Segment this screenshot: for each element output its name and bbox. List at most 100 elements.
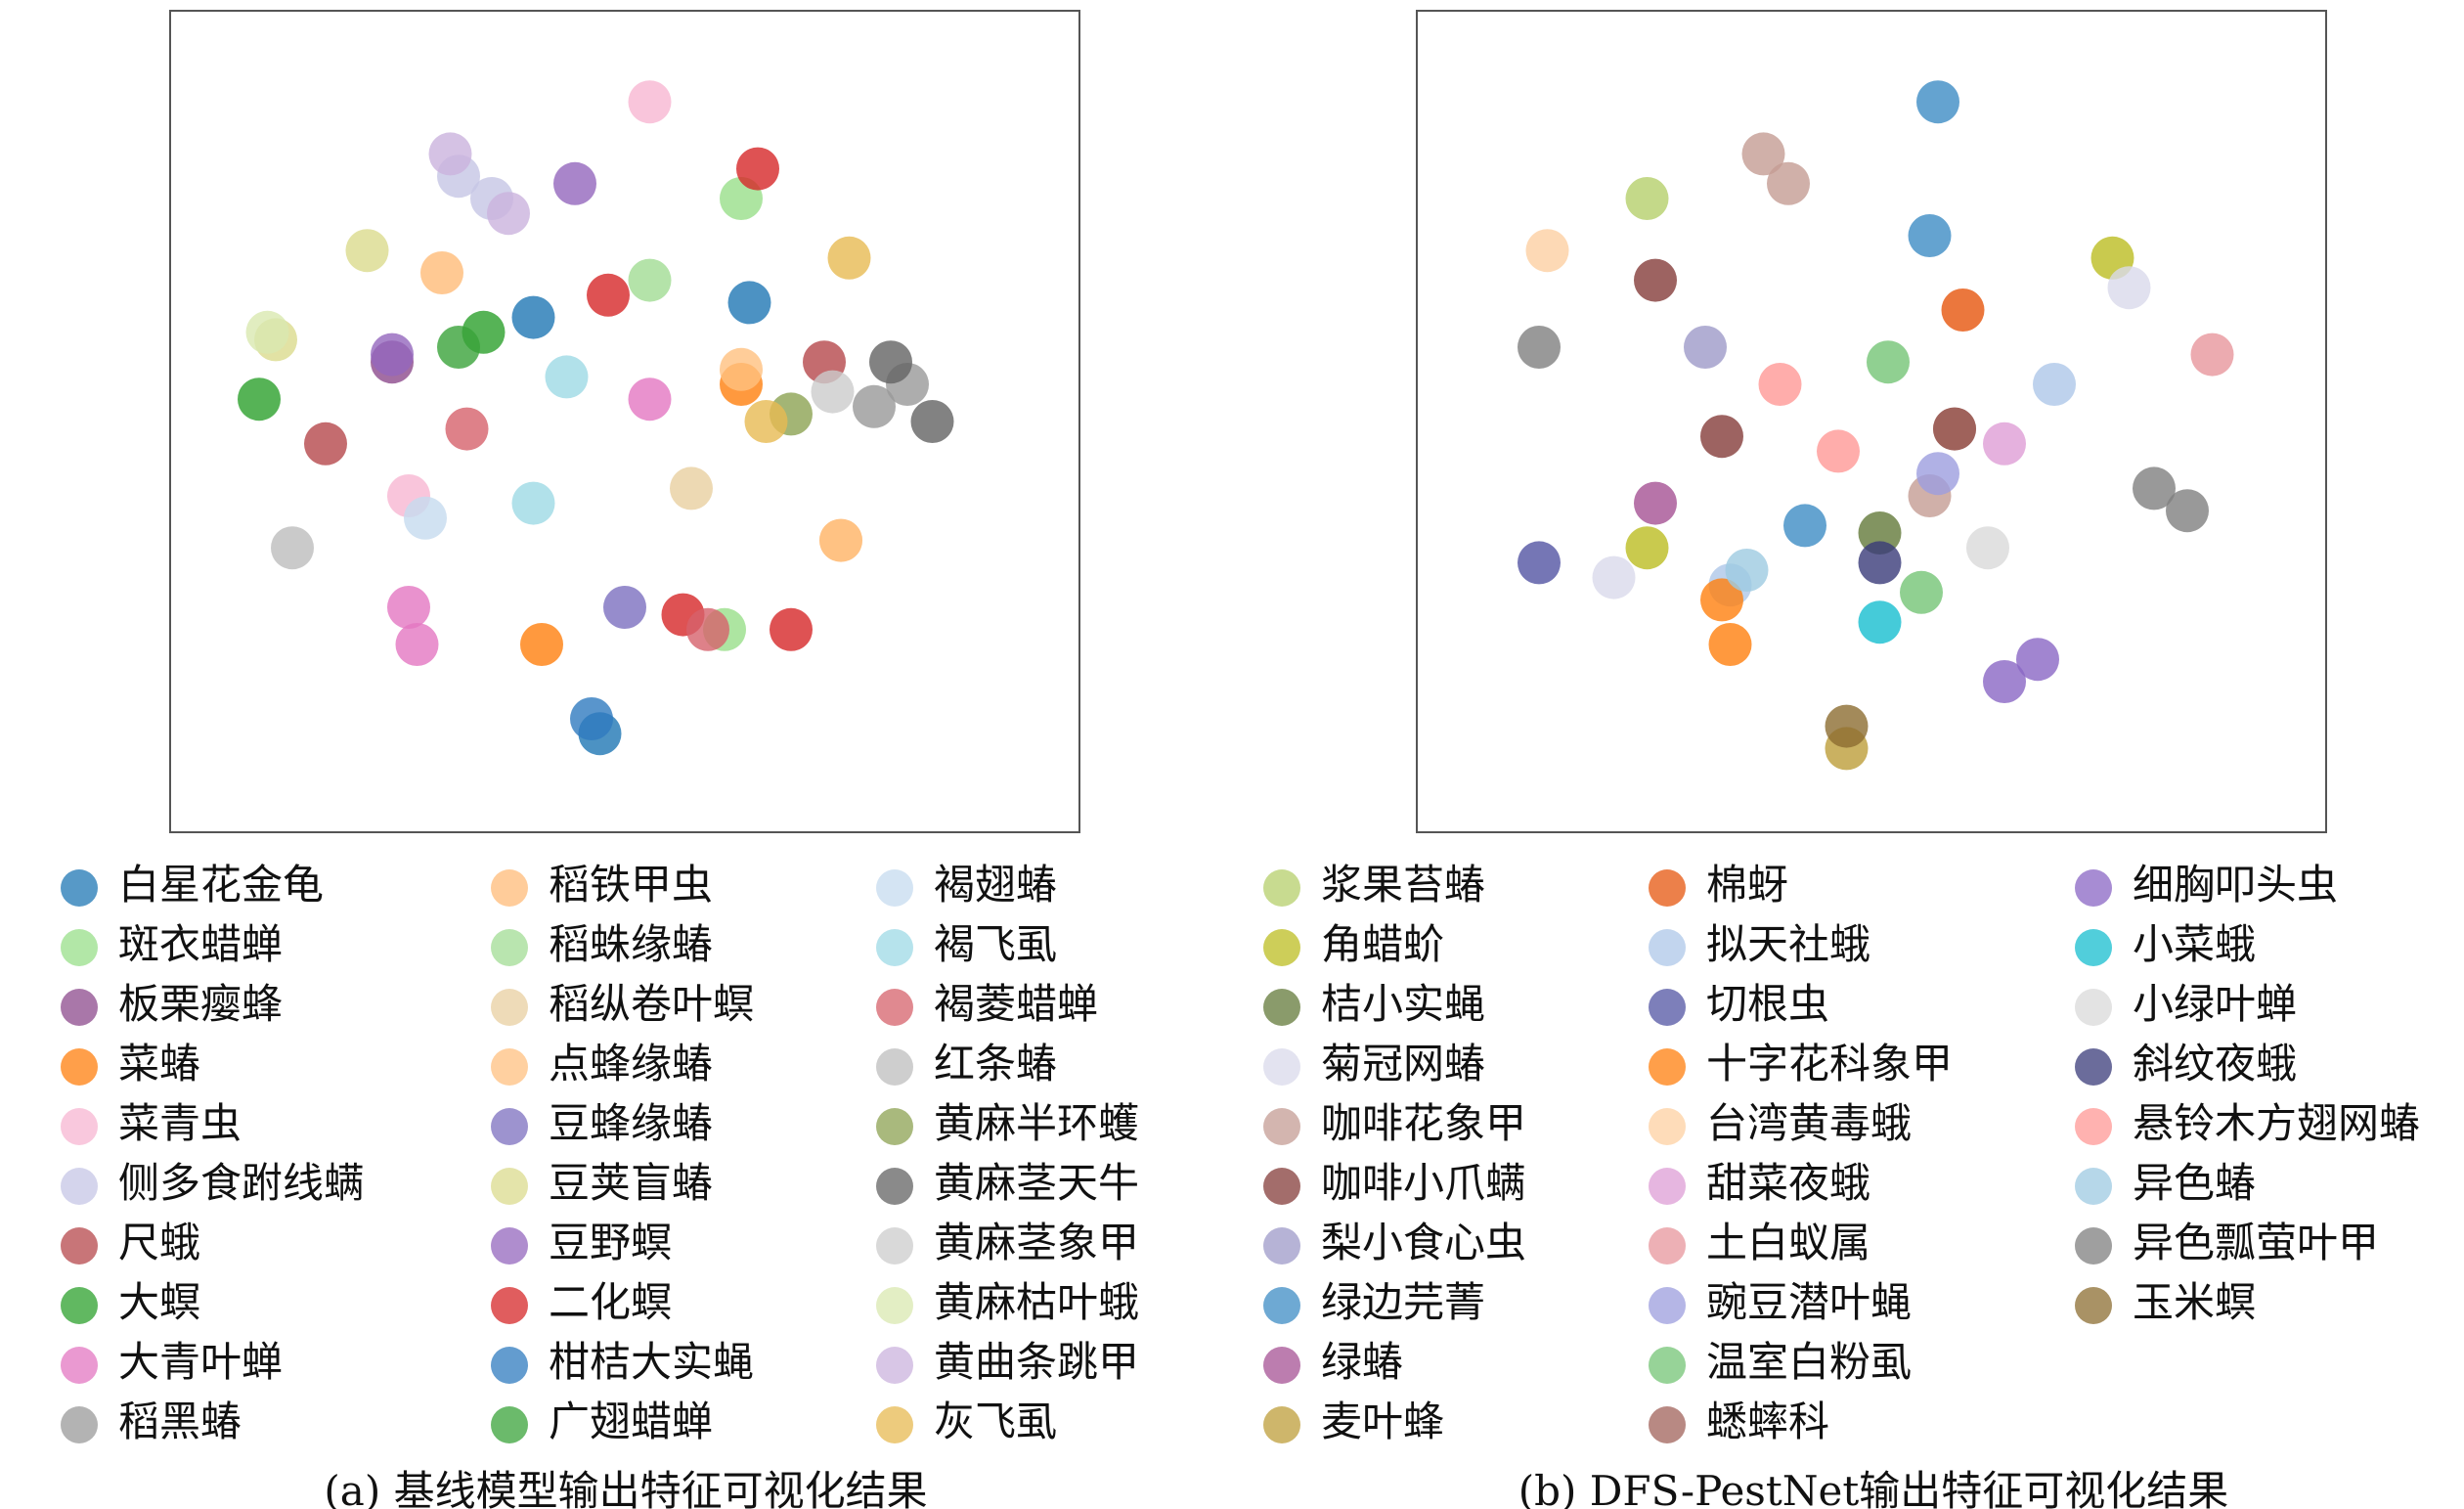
point	[1941, 288, 1985, 332]
legend-marker	[1649, 1227, 1686, 1265]
legend-label: 黄麻茎天牛	[934, 1159, 1139, 1207]
point	[1684, 326, 1727, 369]
legend-label: 豌豆潜叶蝇	[1706, 1278, 1912, 1326]
point	[1966, 526, 2009, 570]
legend-marker	[1649, 929, 1686, 966]
legend-label: 菜蝽	[118, 1040, 200, 1087]
legend-marker	[1263, 1048, 1300, 1086]
legend-marker	[2075, 869, 2112, 907]
legend-label: 稻黑蝽	[118, 1398, 242, 1445]
point	[1983, 660, 2026, 703]
legend-label: 切根虫	[1706, 980, 1829, 1028]
point	[628, 80, 672, 124]
legend-marker	[1649, 1347, 1686, 1384]
legend-marker	[491, 1406, 528, 1443]
legend-label: 小菜蛾	[2133, 920, 2256, 968]
plot-frame	[1416, 10, 2327, 833]
point	[686, 607, 729, 651]
legend-marker	[491, 1048, 528, 1086]
point	[603, 586, 646, 629]
legend-marker	[61, 1108, 98, 1145]
point	[1518, 326, 1561, 369]
point	[570, 697, 613, 740]
legend-label: 红条蝽	[934, 1040, 1057, 1087]
point	[628, 258, 672, 302]
legend-marker	[2075, 929, 2112, 966]
legend-marker	[876, 1347, 913, 1384]
legend-marker	[61, 989, 98, 1026]
legend-marker	[61, 1227, 98, 1265]
point	[553, 161, 596, 205]
legend-marker	[1649, 1287, 1686, 1324]
point	[853, 384, 896, 428]
legend-marker	[1263, 1287, 1300, 1324]
point	[2133, 466, 2176, 510]
legend-marker	[1263, 1347, 1300, 1384]
legend-marker	[61, 1406, 98, 1443]
legend-label: 大螟	[118, 1278, 200, 1326]
point	[587, 273, 630, 317]
point	[2107, 266, 2151, 310]
legend-label: 柑桔大实蝇	[549, 1338, 754, 1386]
point	[2016, 638, 2059, 682]
point	[736, 147, 779, 191]
point	[395, 623, 439, 666]
point	[1592, 555, 1636, 599]
legend-marker	[491, 1168, 528, 1205]
legend-label: 稻铁甲虫	[549, 861, 713, 909]
point	[1900, 570, 1943, 614]
point	[2033, 363, 2076, 406]
legend-marker	[1649, 1048, 1686, 1086]
point	[1725, 549, 1769, 592]
legend-marker	[1263, 869, 1300, 907]
legend-marker	[2075, 1227, 2112, 1265]
point	[387, 586, 430, 629]
legend-label: 咖啡小爪螨	[1321, 1159, 1526, 1207]
legend-marker	[491, 1227, 528, 1265]
point	[545, 355, 589, 399]
legend-label: 斜纹夜蛾	[2133, 1040, 2297, 1087]
point	[1858, 541, 1902, 585]
legend-label: 台湾黄毒蛾	[1706, 1099, 1912, 1147]
legend-label: 菊冠网蝽	[1321, 1040, 1485, 1087]
point	[345, 229, 389, 273]
point	[770, 607, 813, 651]
point	[304, 422, 347, 466]
point	[1625, 526, 1669, 570]
legend-label: 异色瓢萤叶甲	[2133, 1219, 2379, 1266]
legend-marker	[876, 1108, 913, 1145]
legend-marker	[876, 1168, 913, 1205]
plot-frame	[169, 10, 1080, 833]
legend-label: 点蜂缘蝽	[549, 1040, 713, 1087]
point	[2166, 489, 2209, 533]
legend-marker	[876, 1287, 913, 1324]
caption: (b) DFS-PestNet输出特征可视化结果	[1518, 1467, 2228, 1509]
point	[727, 281, 771, 325]
legend-label: 梨小食心虫	[1321, 1219, 1526, 1266]
legend-marker	[61, 1287, 98, 1324]
legend-marker	[1263, 1406, 1300, 1443]
point	[1983, 422, 2026, 466]
legend-marker	[2075, 1287, 2112, 1324]
legend-label: 大青叶蝉	[118, 1338, 283, 1386]
point	[670, 466, 713, 510]
legend-marker	[1649, 1406, 1686, 1443]
legend-marker	[491, 929, 528, 966]
legend-label: 稻纵卷叶螟	[549, 980, 754, 1028]
legend-label: 尺蛾	[118, 1219, 200, 1266]
legend-label: 角蜡蚧	[1321, 920, 1444, 968]
point	[238, 377, 281, 422]
point	[910, 400, 954, 443]
point	[1858, 511, 1902, 555]
legend-marker	[61, 1347, 98, 1384]
point	[827, 236, 871, 280]
point	[1700, 415, 1743, 459]
legend-label: 灰飞虱	[934, 1398, 1057, 1445]
legend-marker	[491, 1347, 528, 1384]
legend-label: 咖啡花象甲	[1321, 1099, 1526, 1147]
legend-marker	[2075, 1108, 2112, 1145]
legend-marker	[1263, 1168, 1300, 1205]
point	[1708, 623, 1752, 666]
legend-label: 褐菱蜡蝉	[934, 980, 1098, 1028]
legend-marker	[876, 1227, 913, 1265]
